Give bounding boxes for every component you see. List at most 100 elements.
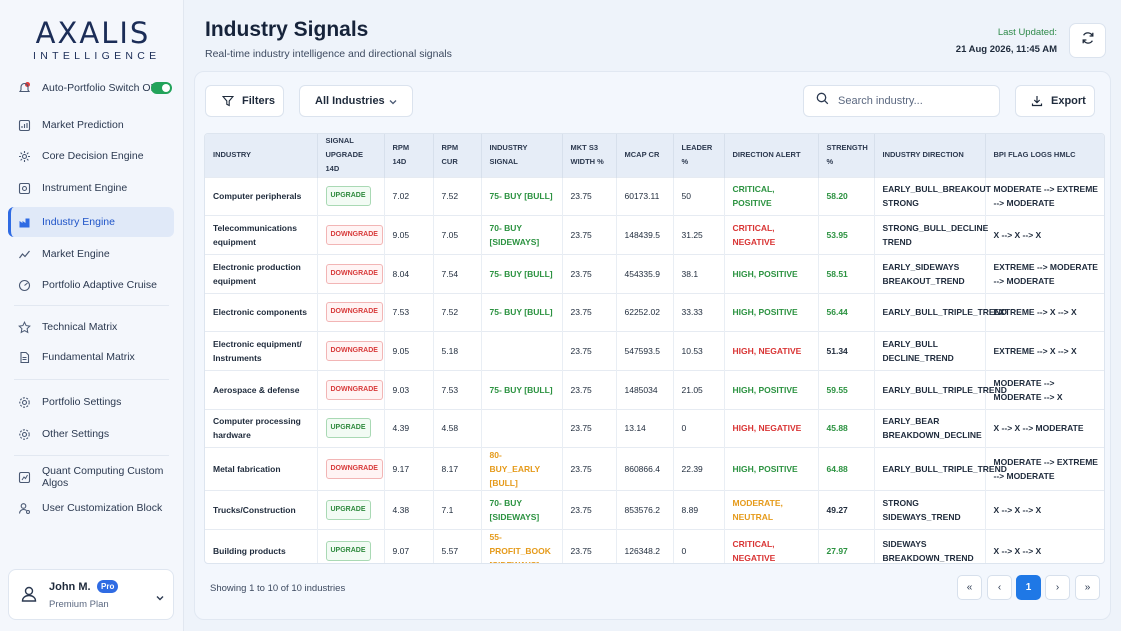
search-input[interactable] xyxy=(838,95,988,107)
table-row[interactable]: Computer processing hardware UPGRADE 4.39 4… xyxy=(205,408,1104,448)
sidebar-item-market-engine[interactable]: Market Engine xyxy=(8,239,174,269)
brand-logo[interactable]: AXALIS INTELLIGENCE xyxy=(33,16,156,62)
search-box[interactable] xyxy=(803,85,1000,117)
col-header-mcap[interactable]: MCAP CR xyxy=(616,134,674,177)
filters-button[interactable]: Filters xyxy=(205,85,284,117)
sidebar: AXALIS INTELLIGENCE Auto-Portfolio Switc… xyxy=(0,0,184,631)
cell-industry-signal: 75- BUY [BULL] xyxy=(481,369,563,410)
cell-signal-upgrade: DOWNGRADE xyxy=(317,331,385,371)
next-page-button[interactable]: › xyxy=(1045,575,1070,600)
cell-direction-alert: HIGH, POSITIVE xyxy=(724,292,819,332)
col-header-strength[interactable]: STRENGTH % xyxy=(818,134,875,177)
col-header-industry-direction[interactable]: INDUSTRY DIRECTION xyxy=(874,134,986,177)
col-header-rpm-14d[interactable]: RPM 14D xyxy=(384,134,434,177)
cell-rpm-cur: 7.1 xyxy=(433,490,482,530)
signal-badge: DOWNGRADE xyxy=(325,302,383,323)
cell-signal-upgrade: DOWNGRADE xyxy=(317,369,385,410)
col-header-direction-alert[interactable]: DIRECTION ALERT xyxy=(724,134,819,177)
cell-leader: 0 xyxy=(673,408,725,448)
cell-rpm-cur: 8.17 xyxy=(433,447,482,491)
cell-mcap: 454335.9 xyxy=(616,253,674,294)
cell-rpm-14d: 9.05 xyxy=(384,215,434,255)
sidebar-item-portfolio-settings[interactable]: Portfolio Settings xyxy=(8,387,174,417)
table-row[interactable]: Electronic production equipment DOWNGRADE… xyxy=(205,253,1104,294)
sidebar-item-core-decision-engine[interactable]: Core Decision Engine xyxy=(8,141,174,171)
auto-portfolio-toggle[interactable] xyxy=(151,82,172,94)
cell-bpi-flag: EXTREME --> X --> X xyxy=(985,331,1104,371)
sidebar-item-market-prediction[interactable]: Market Prediction xyxy=(8,110,174,140)
user-profile-card[interactable]: John M. Pro Premium Plan xyxy=(8,569,174,620)
table-row[interactable]: Building products UPGRADE 9.07 5.57 55- PROF… xyxy=(205,529,1104,563)
sidebar-item-portfolio-adaptive-cruise[interactable]: Portfolio Adaptive Cruise xyxy=(8,270,174,300)
algo-icon xyxy=(18,471,31,484)
sidebar-item-user-customization[interactable]: User Customization Block xyxy=(8,493,174,523)
sidebar-item-label: Other Settings xyxy=(42,428,110,440)
cell-mkt-width: 23.75 xyxy=(562,253,617,294)
industries-select[interactable]: All Industries xyxy=(299,85,413,117)
cell-rpm-cur: 7.52 xyxy=(433,292,482,332)
cell-leader: 21.05 xyxy=(673,369,725,410)
cell-strength: 58.51 xyxy=(818,253,875,294)
cell-industry: Computer processing hardware xyxy=(205,408,318,448)
cell-industry: Telecommunications equipment xyxy=(205,215,318,255)
table-row[interactable]: Metal fabrication DOWNGRADE 9.17 8.17 80- BU… xyxy=(205,447,1104,491)
refresh-button[interactable] xyxy=(1069,23,1106,58)
cell-leader: 50 xyxy=(673,176,725,216)
sidebar-item-label: Market Engine xyxy=(42,248,110,260)
table-row[interactable]: Electronic components DOWNGRADE 7.53 7.52 75… xyxy=(205,292,1104,332)
filters-label: Filters xyxy=(242,95,276,107)
cell-mcap: 60173.11 xyxy=(616,176,674,216)
col-header-rpm-cur[interactable]: RPM CUR xyxy=(433,134,482,177)
first-page-button[interactable]: « xyxy=(957,575,982,600)
star-icon xyxy=(18,320,31,334)
table-header-row: INDUSTRY SIGNAL UPGRADE 14D RPM 14D RPM … xyxy=(205,134,1104,177)
table-row[interactable]: Electronic equipment/ Instruments DOWNGRA… xyxy=(205,331,1104,371)
sidebar-item-label: User Customization Block xyxy=(42,502,163,514)
cell-rpm-cur: 4.58 xyxy=(433,408,482,448)
col-header-signal-upgrade[interactable]: SIGNAL UPGRADE 14D xyxy=(317,134,385,177)
chevron-down-icon xyxy=(388,97,398,110)
cell-rpm-cur: 5.18 xyxy=(433,331,482,371)
cell-signal-upgrade: UPGRADE xyxy=(317,490,385,530)
sidebar-item-quant-computing[interactable]: Quant Computing Custom Algos xyxy=(8,462,174,492)
sidebar-item-instrument-engine[interactable]: Instrument Engine xyxy=(8,173,174,203)
table-row[interactable]: Aerospace & defense DOWNGRADE 9.03 7.53 75- … xyxy=(205,369,1104,410)
cell-signal-upgrade: DOWNGRADE xyxy=(317,447,385,491)
sidebar-item-other-settings[interactable]: Other Settings xyxy=(8,419,174,449)
table-row[interactable]: Trucks/Construction UPGRADE 4.38 7.1 70- BUY… xyxy=(205,490,1104,530)
industry-icon xyxy=(18,216,31,229)
cell-industry-signal xyxy=(481,408,563,448)
prev-page-button[interactable]: ‹ xyxy=(987,575,1012,600)
plan-badge: Pro xyxy=(97,580,119,593)
signal-badge: UPGRADE xyxy=(325,418,371,439)
cell-rpm-14d: 9.03 xyxy=(384,369,434,410)
col-header-bpi-flag[interactable]: BPI FLAG LOGS HMLC xyxy=(993,150,1076,160)
table-row[interactable]: Telecommunications equipment DOWNGRADE 9.0… xyxy=(205,215,1104,255)
sidebar-item-industry-engine[interactable]: Industry Engine xyxy=(8,207,174,237)
col-header-mkt-width[interactable]: MKT S3 WIDTH % xyxy=(562,134,617,177)
cruise-icon xyxy=(18,279,31,292)
industry-table: INDUSTRY SIGNAL UPGRADE 14D RPM 14D RPM … xyxy=(204,133,1105,564)
col-header-industry[interactable]: INDUSTRY xyxy=(205,134,318,177)
export-button[interactable]: Export xyxy=(1015,85,1095,117)
cell-industry: Building products xyxy=(205,529,318,563)
col-header-leader[interactable]: LEADER % xyxy=(673,134,725,177)
cell-mcap: 1485034 xyxy=(616,369,674,410)
cell-industry: Aerospace & defense xyxy=(205,369,318,410)
brand-name: AXALIS xyxy=(35,16,151,50)
cell-bpi-flag: MODERATE --> EXTREME --> MODERATE xyxy=(985,447,1104,491)
cell-mcap: 13.14 xyxy=(616,408,674,448)
table-row[interactable]: Computer peripherals UPGRADE 7.02 7.52 75- B… xyxy=(205,176,1104,216)
cell-industry-signal: 80- BUY_EARLY [BULL] xyxy=(481,447,563,491)
page-1-button[interactable]: 1 xyxy=(1016,575,1041,600)
cell-industry-direction: EARLY_SIDEWAYS BREAKOUT_TREND xyxy=(874,253,986,294)
cell-direction-alert: CRITICAL, NEGATIVE xyxy=(724,529,819,563)
sidebar-item-technical-matrix[interactable]: Technical Matrix xyxy=(8,312,174,342)
sidebar-item-auto-portfolio-switch[interactable]: Auto-Portfolio Switch ON xyxy=(8,73,174,103)
cell-industry-signal: 75- BUY [BULL] xyxy=(481,253,563,294)
last-page-button[interactable]: » xyxy=(1075,575,1100,600)
sidebar-item-fundamental-matrix[interactable]: Fundamental Matrix xyxy=(8,342,174,372)
chevron-down-icon[interactable] xyxy=(155,590,165,601)
cell-mkt-width: 23.75 xyxy=(562,490,617,530)
col-header-industry-signal[interactable]: INDUSTRY SIGNAL xyxy=(481,134,563,177)
